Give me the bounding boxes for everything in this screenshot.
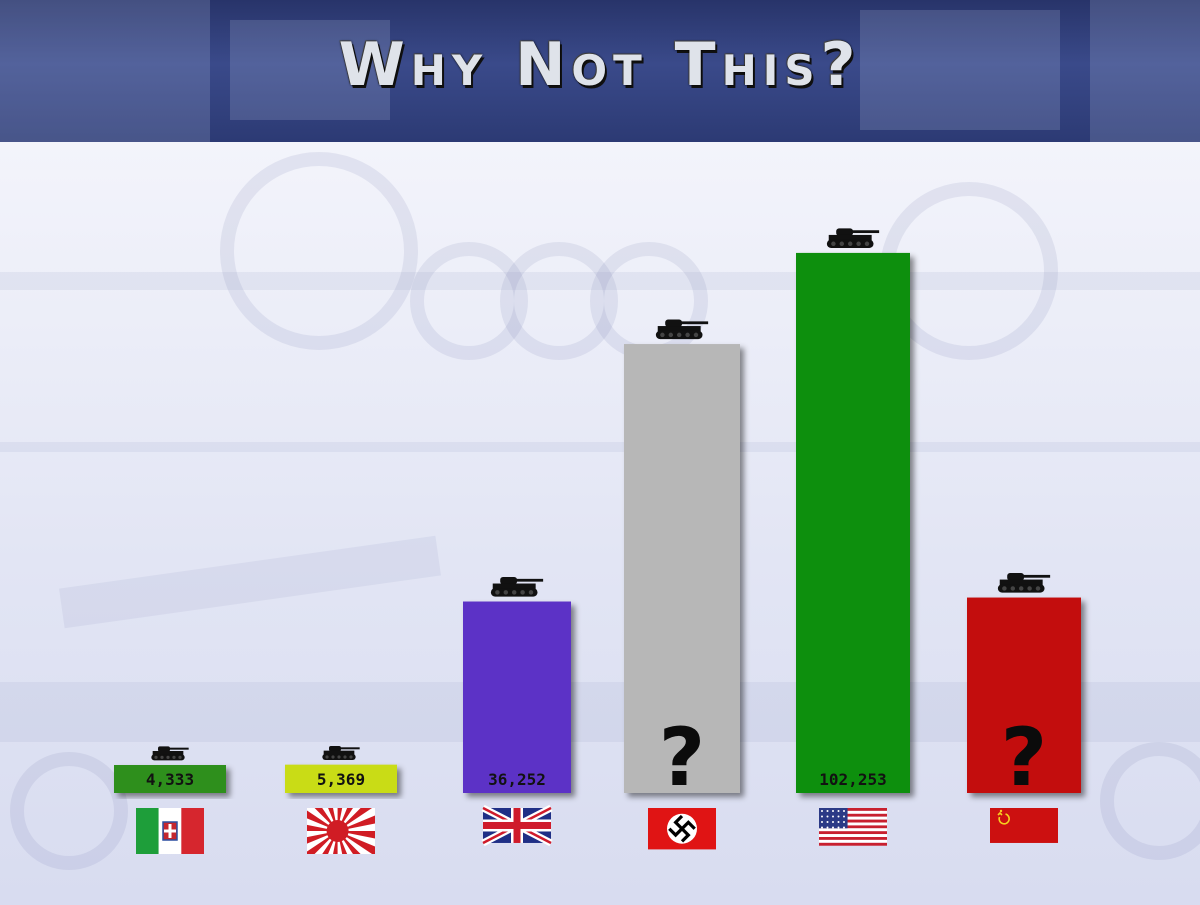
italy-flag-icon	[136, 808, 204, 854]
us-flag-icon	[819, 808, 887, 846]
tank-icon	[151, 746, 189, 761]
value-label: 5,369	[317, 770, 365, 789]
value-label: 4,333	[146, 770, 194, 789]
swastika-flag-icon	[648, 808, 716, 850]
tank-icon	[322, 745, 360, 760]
tank-icon	[826, 228, 880, 248]
bar-united-states	[796, 252, 910, 794]
tank-icon	[490, 576, 544, 597]
tank-icon	[655, 319, 709, 340]
bar-germany	[624, 344, 740, 793]
value-label: 36,252	[488, 770, 546, 789]
soviet-flag-icon	[990, 808, 1058, 843]
japan-rising-sun-flag-icon	[307, 808, 375, 854]
unknown-value-label: ?	[1001, 711, 1047, 804]
bar-united-kingdom	[463, 601, 571, 793]
union-jack-flag-icon	[481, 804, 553, 847]
page-title: Why Not This?	[338, 30, 862, 100]
bar-japan	[285, 764, 397, 793]
header-banner: Why Not This?	[0, 0, 1200, 142]
value-label: 102,253	[819, 770, 886, 789]
tank-icon	[997, 573, 1051, 593]
unknown-value-label: ?	[659, 711, 705, 804]
bar-soviet-union	[967, 597, 1081, 793]
bar-italy	[114, 765, 226, 793]
